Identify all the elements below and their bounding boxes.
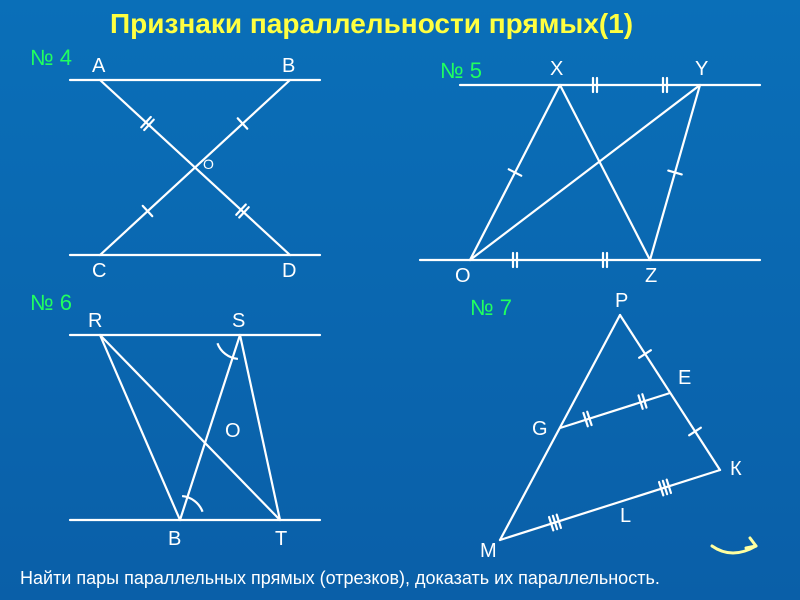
point-label: B bbox=[168, 528, 181, 551]
point-label: M bbox=[480, 540, 497, 563]
point-label: E bbox=[678, 367, 691, 390]
point-label: P bbox=[615, 290, 628, 313]
problem-number: № 7 bbox=[470, 295, 512, 321]
point-label: D bbox=[282, 260, 296, 283]
point-label: Z bbox=[645, 265, 657, 288]
point-label: R bbox=[88, 310, 102, 333]
point-label: A bbox=[92, 55, 105, 78]
point-label: X bbox=[550, 58, 563, 81]
point-label: O bbox=[225, 420, 241, 443]
point-label: O bbox=[203, 156, 214, 172]
point-label: B bbox=[282, 55, 295, 78]
point-label: S bbox=[232, 310, 245, 333]
point-label: К bbox=[730, 458, 742, 481]
point-label: C bbox=[92, 260, 106, 283]
point-label: G bbox=[532, 418, 548, 441]
problem-number: № 4 bbox=[30, 45, 72, 71]
problem-number: № 5 bbox=[440, 58, 482, 84]
geometry-svg bbox=[0, 0, 800, 600]
footer-task: Найти пары параллельных прямых (отрезков… bbox=[20, 568, 660, 589]
point-label: O bbox=[455, 265, 471, 288]
slide-title: Признаки параллельности прямых(1) bbox=[110, 8, 633, 40]
point-label: L bbox=[620, 505, 631, 528]
slide-root: Признаки параллельности прямых(1) Найти … bbox=[0, 0, 800, 600]
point-label: T bbox=[275, 528, 287, 551]
point-label: Y bbox=[695, 58, 708, 81]
problem-number: № 6 bbox=[30, 290, 72, 316]
